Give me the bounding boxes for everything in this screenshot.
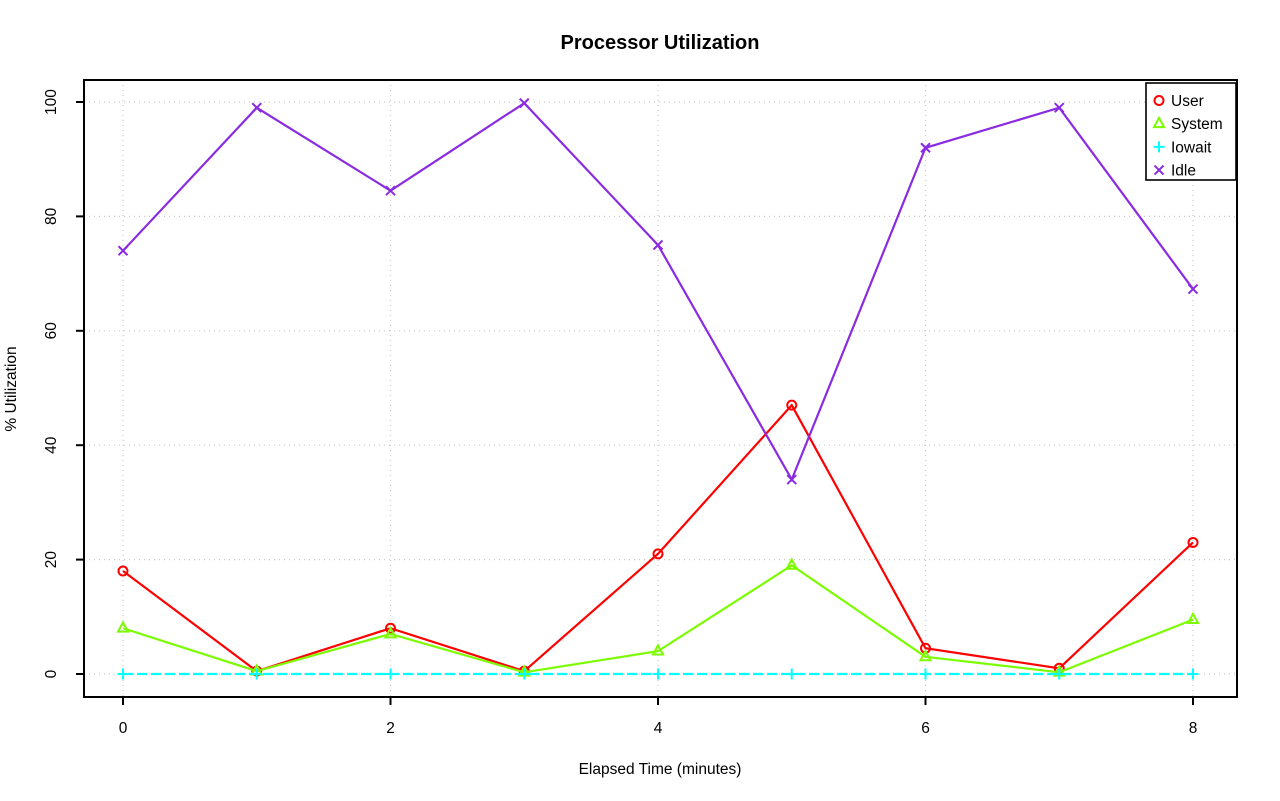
marker-iowait-2 xyxy=(385,668,396,680)
marker-idle-6 xyxy=(920,142,931,153)
marker-user-0 xyxy=(117,565,129,577)
series-line-system xyxy=(122,564,1194,674)
marker-idle-2 xyxy=(385,185,396,196)
chart-title: Processor Utilization xyxy=(561,32,760,54)
marker-iowait-7 xyxy=(1053,668,1065,680)
marker-iowait-1 xyxy=(251,668,263,680)
legend-marker-idle xyxy=(1153,164,1165,176)
legend: User System Iowait Idle xyxy=(1145,82,1237,181)
marker-idle-7 xyxy=(1054,102,1065,113)
y-axis-label: % Utilization xyxy=(3,346,20,431)
y-tick-label: 40 xyxy=(43,436,60,454)
series-layer xyxy=(116,97,1200,680)
marker-system-8 xyxy=(1186,611,1200,625)
marker-iowait-8 xyxy=(1187,668,1199,680)
legend-marker-iowait xyxy=(1153,141,1165,153)
marker-idle-0 xyxy=(117,245,129,256)
marker-idle-5 xyxy=(786,474,797,485)
marker-iowait-0 xyxy=(117,668,129,680)
legend-marker-system xyxy=(1152,115,1166,129)
marker-system-0 xyxy=(116,620,130,633)
marker-system-5 xyxy=(785,557,799,570)
legend-label-system: System xyxy=(1171,116,1223,133)
plot-border xyxy=(83,79,1238,698)
y-tick-label: 100 xyxy=(43,89,60,115)
legend-label-idle: Idle xyxy=(1171,163,1196,180)
marker-idle-4 xyxy=(652,239,664,251)
marker-user-8 xyxy=(1187,536,1199,548)
marker-idle-1 xyxy=(251,102,262,113)
x-tick-label: 0 xyxy=(119,720,128,737)
marker-user-4 xyxy=(652,548,664,560)
marker-system-2 xyxy=(383,626,398,639)
marker-idle-3 xyxy=(519,97,530,109)
x-tick-label: 6 xyxy=(921,720,930,737)
marker-system-6 xyxy=(918,648,933,662)
legend-box xyxy=(1145,82,1237,181)
marker-user-5 xyxy=(786,399,798,411)
y-tick-label: 20 xyxy=(43,551,60,569)
legend-label-iowait: Iowait xyxy=(1171,139,1212,156)
marker-iowait-5 xyxy=(786,668,798,680)
marker-iowait-6 xyxy=(920,668,931,680)
marker-iowait-4 xyxy=(652,668,664,680)
x-tick-label: 4 xyxy=(654,720,663,737)
y-tick-label: 0 xyxy=(43,669,60,678)
legend-label-user: User xyxy=(1171,93,1204,110)
x-tick-label: 2 xyxy=(386,720,395,737)
legend-marker-user xyxy=(1153,95,1165,106)
y-tick-label: 80 xyxy=(43,207,60,225)
series-line-idle xyxy=(122,101,1194,483)
x-axis-label: Elapsed Time (minutes) xyxy=(579,761,742,778)
marker-iowait-3 xyxy=(518,668,530,680)
grid-layer xyxy=(84,80,1237,697)
series-line-user xyxy=(122,403,1194,673)
y-tick-label: 60 xyxy=(43,322,60,340)
marker-idle-8 xyxy=(1187,283,1199,295)
x-tick-label: 8 xyxy=(1189,720,1198,737)
marker-user-2 xyxy=(385,622,396,634)
marker-system-4 xyxy=(651,643,665,656)
